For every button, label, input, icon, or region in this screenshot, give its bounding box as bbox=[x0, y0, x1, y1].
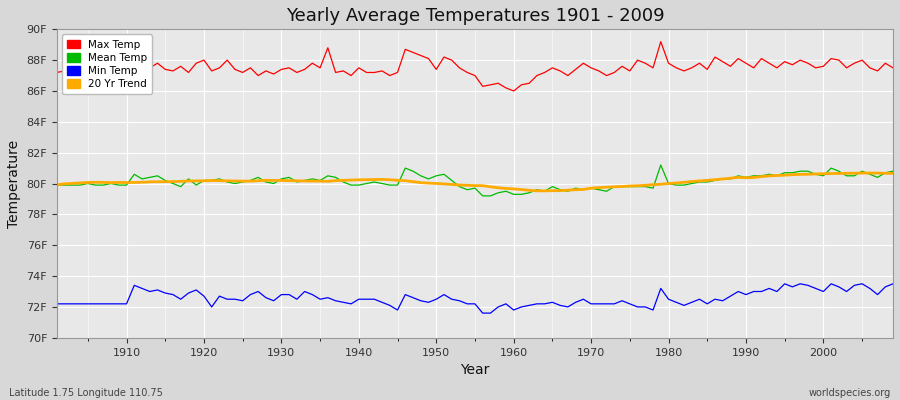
Line: Min Temp: Min Temp bbox=[57, 284, 893, 313]
Y-axis label: Temperature: Temperature bbox=[7, 140, 21, 228]
Min Temp bbox=[477, 311, 488, 316]
Mean Temp bbox=[113, 183, 124, 188]
Text: worldspecies.org: worldspecies.org bbox=[809, 388, 891, 398]
Min Temp bbox=[113, 302, 124, 306]
Title: Yearly Average Temperatures 1901 - 2009: Yearly Average Temperatures 1901 - 2009 bbox=[285, 7, 664, 25]
20 Yr Trend bbox=[508, 186, 519, 191]
Max Temp bbox=[655, 39, 666, 44]
20 Yr Trend bbox=[113, 180, 124, 185]
Mean Temp bbox=[609, 184, 620, 189]
Mean Temp bbox=[330, 175, 341, 180]
20 Yr Trend bbox=[500, 186, 511, 191]
Min Temp bbox=[779, 281, 790, 286]
Min Temp bbox=[51, 302, 62, 306]
20 Yr Trend bbox=[284, 178, 294, 183]
20 Yr Trend bbox=[532, 188, 543, 193]
Line: Mean Temp: Mean Temp bbox=[57, 165, 893, 196]
Max Temp bbox=[500, 86, 511, 90]
Mean Temp bbox=[477, 194, 488, 198]
Max Temp bbox=[51, 70, 62, 75]
X-axis label: Year: Year bbox=[460, 363, 490, 377]
Max Temp bbox=[887, 66, 898, 70]
Min Temp bbox=[330, 298, 341, 303]
Line: 20 Yr Trend: 20 Yr Trend bbox=[57, 173, 893, 191]
Max Temp bbox=[284, 66, 294, 70]
Min Temp bbox=[508, 308, 519, 312]
Mean Temp bbox=[508, 192, 519, 197]
20 Yr Trend bbox=[609, 184, 620, 189]
20 Yr Trend bbox=[857, 171, 868, 176]
Min Temp bbox=[609, 302, 620, 306]
Max Temp bbox=[113, 56, 124, 61]
Mean Temp bbox=[284, 175, 294, 180]
Max Temp bbox=[516, 82, 526, 87]
20 Yr Trend bbox=[330, 178, 341, 183]
20 Yr Trend bbox=[51, 182, 62, 187]
Max Temp bbox=[330, 70, 341, 75]
Mean Temp bbox=[655, 163, 666, 168]
Mean Temp bbox=[516, 192, 526, 197]
Min Temp bbox=[887, 281, 898, 286]
Min Temp bbox=[284, 292, 294, 297]
Text: Latitude 1.75 Longitude 110.75: Latitude 1.75 Longitude 110.75 bbox=[9, 388, 163, 398]
20 Yr Trend bbox=[887, 171, 898, 176]
Max Temp bbox=[508, 88, 519, 93]
Min Temp bbox=[516, 304, 526, 309]
Line: Max Temp: Max Temp bbox=[57, 42, 893, 91]
Mean Temp bbox=[887, 169, 898, 174]
Max Temp bbox=[609, 70, 620, 75]
Mean Temp bbox=[51, 183, 62, 188]
Legend: Max Temp, Mean Temp, Min Temp, 20 Yr Trend: Max Temp, Mean Temp, Min Temp, 20 Yr Tre… bbox=[62, 34, 152, 94]
